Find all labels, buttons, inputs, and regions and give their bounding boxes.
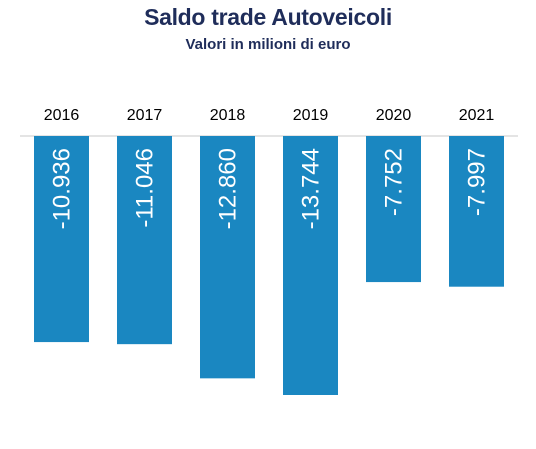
category-label-2020: 2020	[376, 107, 412, 124]
category-label-2021: 2021	[459, 107, 495, 124]
value-label-2021: -7.997	[464, 148, 491, 216]
category-label-2019: 2019	[293, 107, 329, 124]
chart-title: Saldo trade Autoveicoli	[144, 4, 392, 30]
value-label-2019: -13.744	[298, 148, 325, 229]
bar-2020	[366, 136, 421, 283]
category-label-2017: 2017	[127, 107, 163, 124]
value-labels: -10.936 -11.046 -12.860 -13.744 -7.752 -7.997	[49, 148, 491, 229]
bar-2021	[449, 136, 504, 287]
bar-2017	[117, 136, 172, 345]
bar-2016	[34, 136, 89, 343]
bar-2019	[283, 136, 338, 395]
bars	[34, 136, 504, 395]
value-label-2017: -11.046	[132, 148, 159, 228]
category-label-2016: 2016	[44, 107, 80, 124]
category-label-2018: 2018	[210, 107, 246, 124]
value-label-2020: -7.752	[381, 148, 408, 216]
chart-subtitle: Valori in milioni di euro	[185, 36, 351, 53]
value-label-2016: -10.936	[49, 148, 76, 229]
value-label-2018: -12.860	[215, 148, 242, 229]
bar-2018	[200, 136, 255, 379]
category-labels: 2016 2017 2018 2019 2020 2021	[44, 107, 495, 124]
